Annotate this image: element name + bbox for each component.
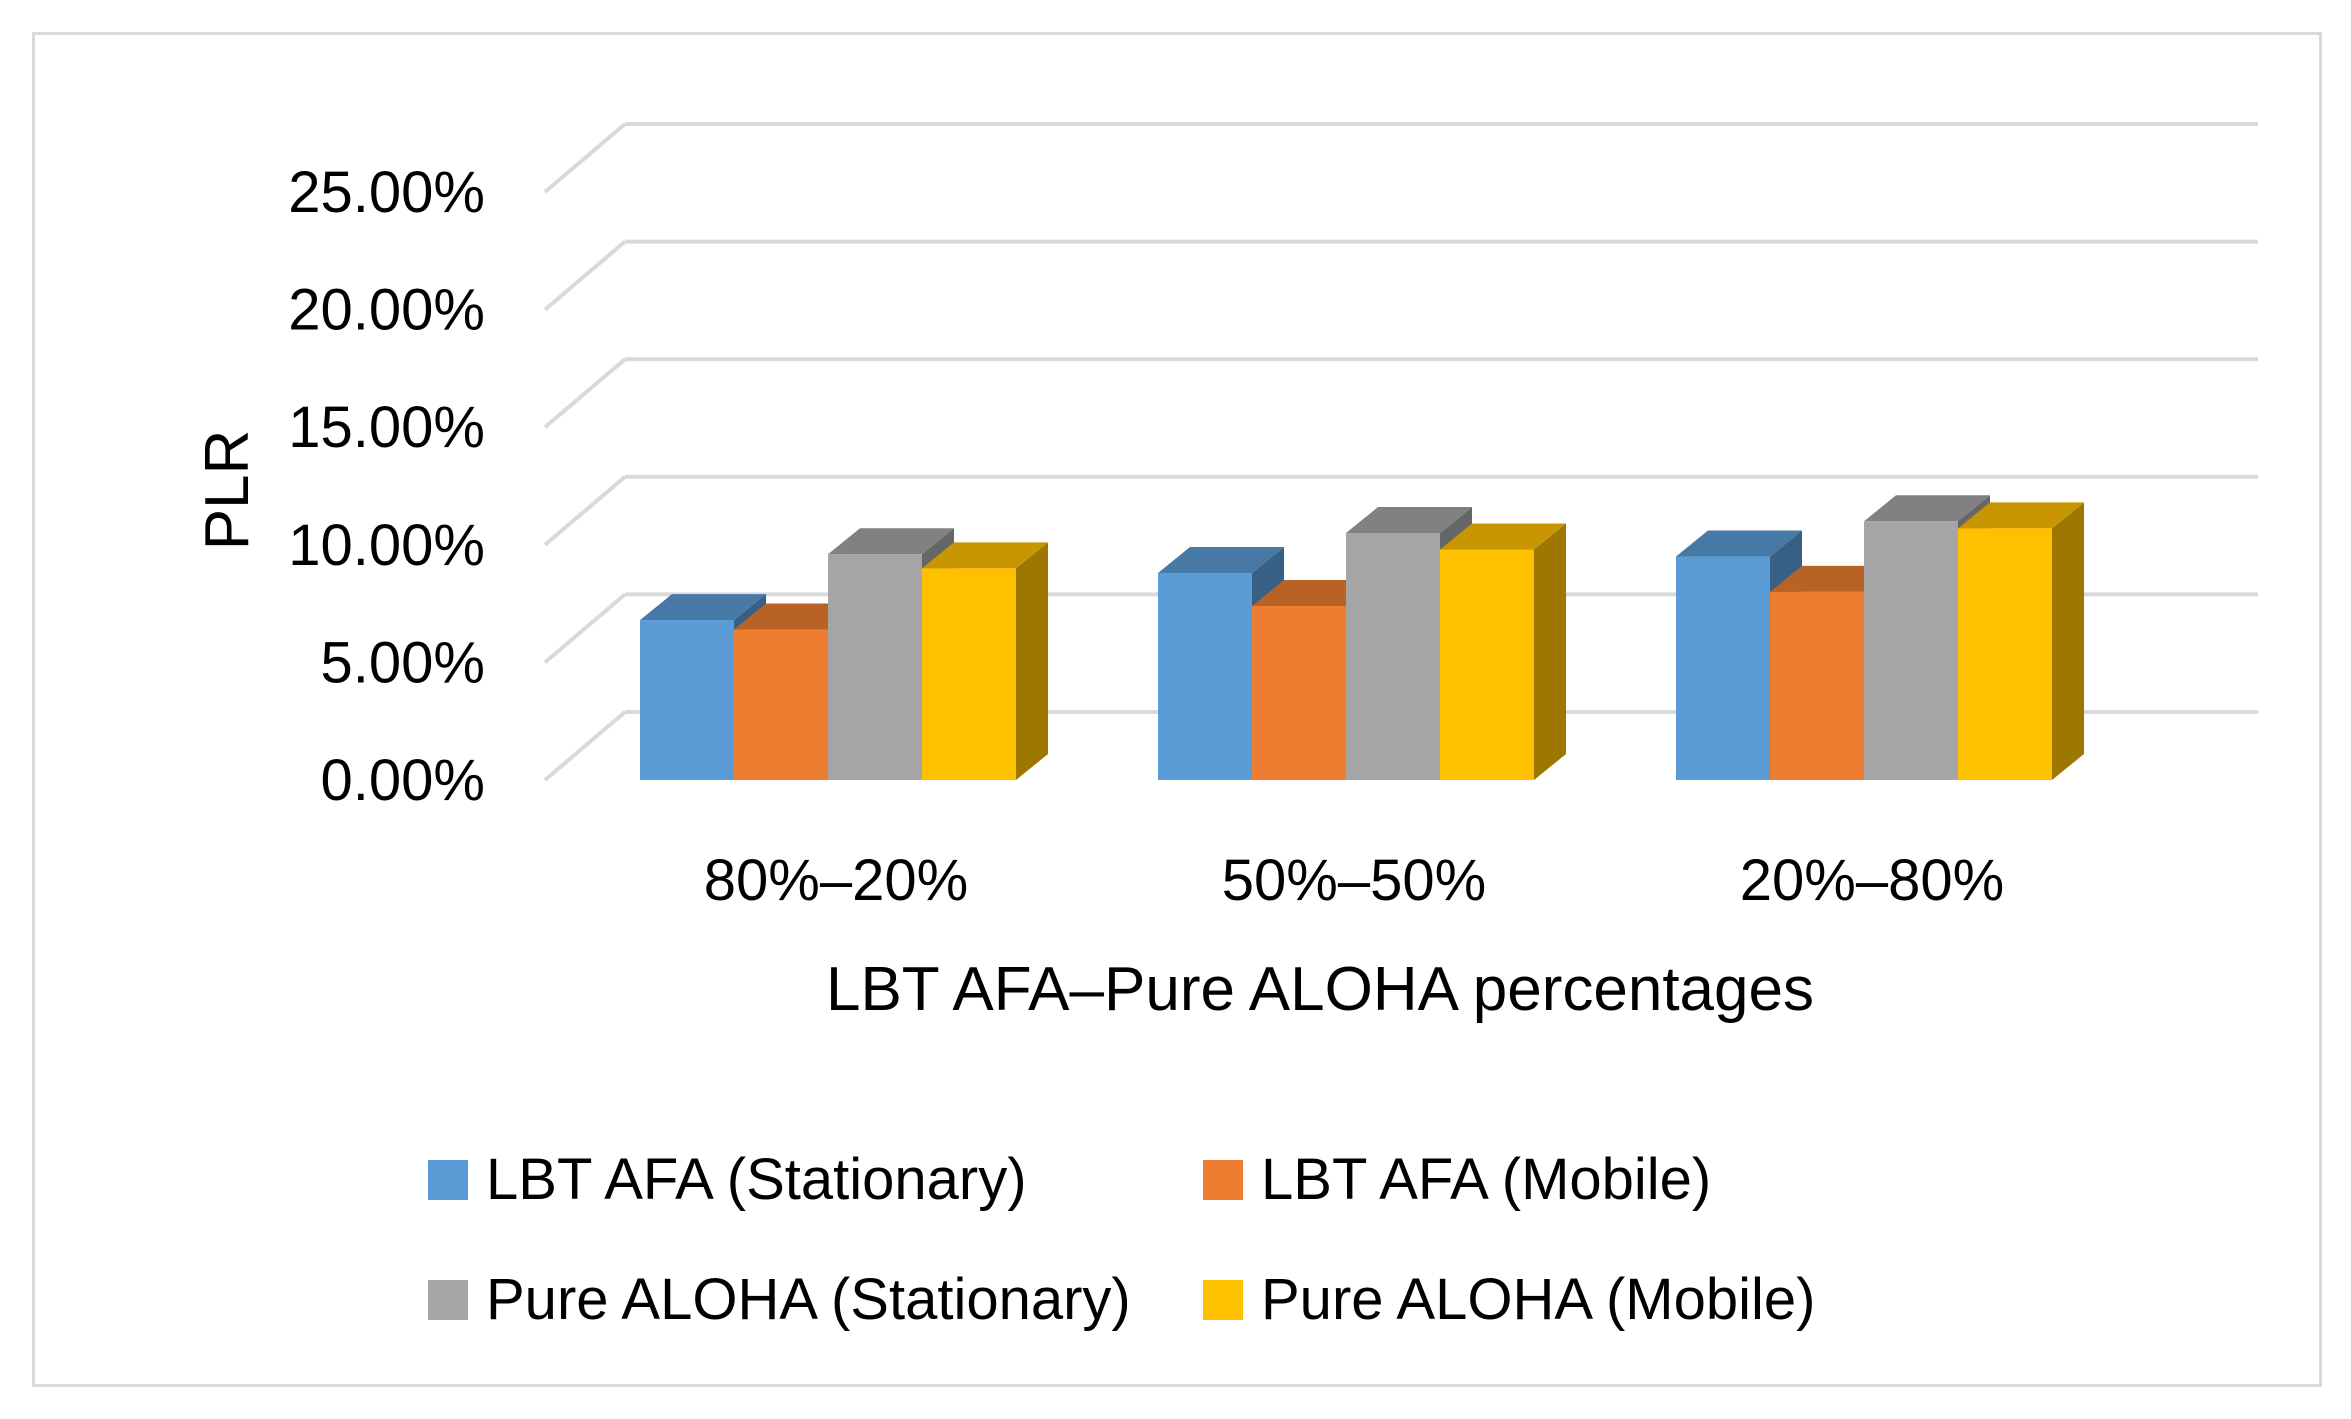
bar-top	[828, 528, 954, 555]
legend-label: Pure ALOHA (Stationary)	[486, 1267, 1131, 1332]
bar-top	[1864, 495, 1990, 522]
y-tick-label: 15.00%	[288, 395, 485, 460]
legend-swatch	[428, 1159, 468, 1200]
legend-swatch	[1203, 1159, 1243, 1200]
y-axis-label: PLR	[193, 430, 262, 551]
y-tick-label: 5.00%	[321, 630, 485, 695]
x-tick-labels: 80%–20% 50%–50% 20%–80%	[704, 848, 2004, 913]
bars	[640, 495, 2084, 780]
y-tick-label: 0.00%	[321, 748, 485, 813]
gridline-depth	[543, 357, 627, 429]
legend-label: LBT AFA (Stationary)	[486, 1147, 1027, 1212]
bar-top	[1346, 507, 1472, 534]
legend-item-aloha-mobile: Pure ALOHA (Mobile)	[1203, 1266, 1815, 1333]
bar	[1958, 502, 2084, 780]
x-tick-label: 80%–20%	[704, 848, 968, 913]
legend-item-lbt-mobile: LBT AFA (Mobile)	[1203, 1146, 1711, 1213]
bar-top	[1676, 530, 1802, 557]
bar-front	[734, 629, 828, 780]
bar-front	[1346, 533, 1440, 780]
bar-side	[1016, 542, 1048, 780]
gridline-depth	[543, 592, 627, 664]
y-tick-label: 10.00%	[288, 513, 485, 578]
gridline-depth	[543, 240, 627, 312]
legend-label: Pure ALOHA (Mobile)	[1261, 1267, 1816, 1332]
y-tick-label: 20.00%	[288, 278, 485, 343]
legend-swatch	[1203, 1279, 1243, 1320]
bar	[922, 542, 1048, 780]
x-tick-label: 20%–80%	[1740, 848, 2004, 913]
bar-front	[1958, 528, 2052, 780]
gridline-depth	[543, 122, 627, 194]
bar-top	[1158, 547, 1284, 574]
bar-front	[1440, 549, 1534, 780]
bar-front	[640, 620, 734, 780]
legend-swatch	[428, 1279, 468, 1320]
bar-front	[1252, 605, 1346, 780]
bar-top	[1958, 502, 2084, 529]
gridline-depth	[543, 710, 627, 782]
y-tick-label: 25.00%	[288, 160, 485, 225]
bar	[1440, 523, 1566, 780]
legend-label: LBT AFA (Mobile)	[1261, 1147, 1712, 1212]
bar-front	[828, 554, 922, 780]
bar-front	[1770, 591, 1864, 780]
bar-top	[1440, 523, 1566, 550]
bar-front	[1676, 556, 1770, 780]
bar-side	[1534, 523, 1566, 780]
bar-front	[1158, 573, 1252, 780]
bar-top	[922, 542, 1048, 569]
x-axis-label: LBT AFA–Pure ALOHA percentages	[826, 955, 1814, 1024]
y-tick-labels: 0.00% 5.00% 10.00% 15.00% 20.00% 25.00%	[288, 160, 485, 813]
x-tick-label: 50%–50%	[1222, 848, 1486, 913]
legend-item-lbt-stationary: LBT AFA (Stationary)	[428, 1146, 1027, 1213]
bar-front	[1864, 521, 1958, 780]
bar-front	[922, 568, 1016, 780]
gridline-depth	[543, 475, 627, 547]
bar-side	[2052, 502, 2084, 780]
bar-top	[640, 594, 766, 621]
legend-item-aloha-stationary: Pure ALOHA (Stationary)	[428, 1266, 1131, 1333]
